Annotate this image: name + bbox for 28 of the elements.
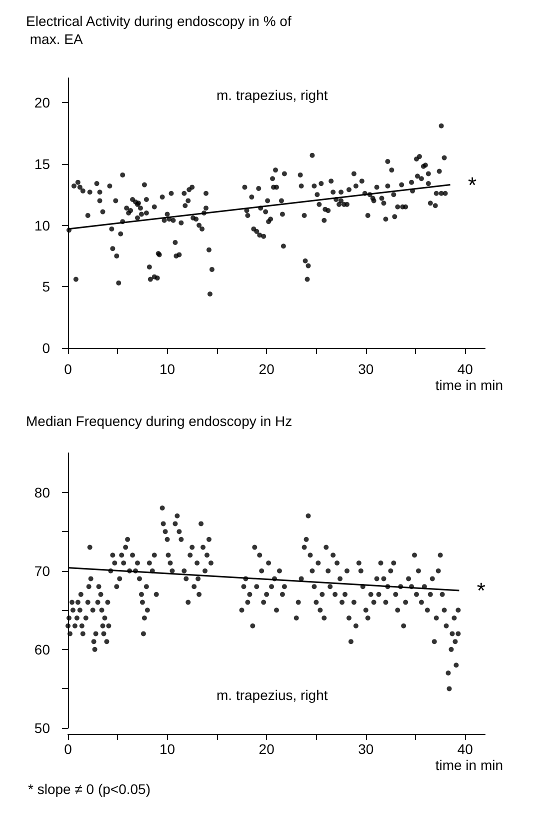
annotation: * bbox=[468, 172, 477, 198]
annotation: m. trapezius, right bbox=[216, 87, 328, 103]
y-tick-label: 60 bbox=[34, 641, 50, 658]
y-tick-label: 10 bbox=[34, 217, 50, 234]
x-tick-label: 30 bbox=[358, 361, 374, 377]
x-tick-label: 40 bbox=[457, 361, 474, 377]
y-tick-label: 5 bbox=[42, 278, 50, 295]
text: * slope ≠ 0 (p<0.05) bbox=[28, 781, 150, 797]
x-tick-label: 0 bbox=[64, 741, 72, 757]
x-axis-title: time in min bbox=[435, 757, 504, 773]
y-tick-label: 20 bbox=[34, 94, 50, 111]
x-axis-title: time in min bbox=[435, 377, 504, 393]
x-tick-label: 10 bbox=[159, 741, 176, 757]
y-tick-label: 0 bbox=[42, 340, 50, 356]
x-tick-label: 0 bbox=[64, 361, 72, 377]
y-tick-label: 80 bbox=[34, 484, 50, 500]
y-axis-title: Electrical Activity during endoscopy in % of max. EA bbox=[26, 13, 292, 47]
x-tick-label: 30 bbox=[358, 741, 374, 757]
annotation: * bbox=[476, 578, 486, 603]
x-tick-label: 20 bbox=[258, 741, 275, 757]
x-tick-label: 40 bbox=[457, 741, 474, 757]
annotation: m. trapezius, right bbox=[216, 687, 328, 703]
x-tick-label: 10 bbox=[159, 361, 176, 377]
x-tick-label: 20 bbox=[258, 361, 275, 377]
y-axis-title: Median Frequency during endoscopy in Hz bbox=[26, 413, 292, 429]
y-tick-label: 15 bbox=[34, 156, 50, 172]
y-tick-label: 50 bbox=[34, 720, 50, 736]
y-tick-label: 70 bbox=[34, 562, 50, 579]
